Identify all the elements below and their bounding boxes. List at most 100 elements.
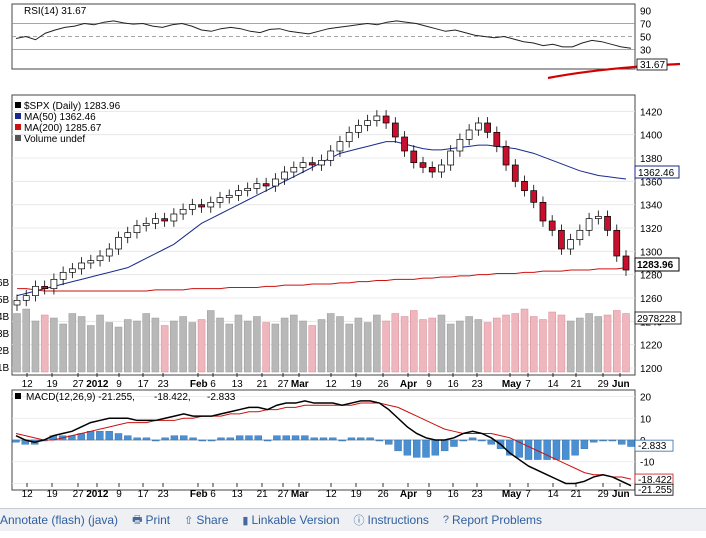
bookmark-icon: ▮	[242, 514, 249, 527]
volume-bar	[179, 316, 187, 373]
volume-bar	[511, 313, 520, 373]
candle-body	[493, 131, 501, 147]
price-tick-label: 1360	[640, 177, 663, 188]
candle-body	[281, 171, 288, 180]
macd-histogram-bar	[291, 435, 300, 441]
volume-bar	[271, 323, 280, 373]
macd-histogram-bar	[590, 439, 598, 443]
candle-body	[465, 129, 473, 140]
x-tick-label: 9	[116, 489, 122, 500]
volume-bar	[585, 313, 593, 373]
macd-histogram-bar	[580, 439, 589, 449]
macd-histogram-bar	[347, 437, 356, 441]
rsi-panel: 9070503010 RSI(14) 31.67 31.67	[11, 3, 681, 80]
candle-body	[216, 197, 224, 203]
volume-bar	[188, 322, 197, 373]
candle-body	[22, 295, 30, 301]
volume-tick-label: 5B	[0, 295, 10, 306]
rsi-line	[15, 20, 632, 49]
macd-histogram-bar	[450, 439, 458, 447]
candle-body	[327, 150, 335, 161]
volume-tick-label: 3B	[0, 329, 10, 340]
macd-histogram-bar	[440, 439, 449, 452]
volume-bar	[446, 323, 455, 373]
print-link[interactable]: 🖶 Print	[132, 511, 170, 530]
macd-histogram-bar	[506, 439, 514, 456]
volume-bar	[465, 316, 473, 373]
candle-body	[502, 145, 510, 166]
volume-tag-label: 2978228	[637, 314, 676, 325]
x-tick-label: 21	[571, 489, 583, 500]
x-tick-label: 27	[278, 489, 290, 500]
legend-label: Volume undef	[24, 134, 85, 145]
x-tick-label: 21	[257, 379, 269, 390]
candle-body	[13, 299, 21, 306]
candle-body	[456, 138, 464, 152]
macd-histogram-bar	[394, 439, 402, 452]
candle-body	[364, 120, 371, 126]
macd-histogram-bar	[245, 435, 253, 441]
x-tick-label: Feb	[190, 489, 208, 500]
volume-bar	[77, 316, 86, 373]
candle-body	[253, 183, 261, 189]
volume-bar	[299, 320, 307, 373]
macd-histogram-bar	[254, 435, 262, 441]
linkable-version-link[interactable]: ▮ Linkable Version	[242, 513, 340, 527]
volume-bar	[31, 320, 40, 373]
volume-bar	[133, 320, 141, 373]
volume-bar	[373, 314, 381, 373]
price-tag	[634, 257, 680, 272]
report-problems-link[interactable]: ? Report Problems	[442, 513, 543, 527]
candle-body	[142, 222, 150, 227]
candle-body	[105, 248, 113, 257]
x-tick-label: Jun	[612, 489, 630, 500]
candle-body	[87, 260, 95, 264]
share-link[interactable]: ⇧ Share	[184, 513, 229, 527]
candle-body	[41, 285, 49, 290]
x-tick-label: 14	[548, 489, 560, 500]
volume-bar	[502, 314, 510, 373]
volume-bar	[613, 310, 621, 373]
candle-body	[225, 194, 233, 199]
volume-tick-label: 6B	[0, 278, 10, 289]
x-tick-label: 19	[351, 489, 363, 500]
volume-bar	[207, 310, 215, 373]
candle-body	[188, 204, 196, 210]
instructions-link[interactable]: ⓘ Instructions	[353, 513, 429, 527]
help-icon: ?	[442, 514, 449, 526]
price-tick-label: 1280	[640, 271, 663, 282]
candle-body	[170, 213, 178, 222]
macd-histogram-bar	[403, 439, 412, 456]
annotate-link[interactable]: Annotate (flash) (java)	[0, 513, 119, 527]
candle-body	[244, 187, 252, 192]
volume-bar	[280, 317, 289, 373]
price-tick-label: 1420	[640, 107, 663, 118]
volume-bar	[308, 325, 317, 373]
macd-histogram-bar	[366, 437, 374, 441]
volume-bar	[160, 325, 169, 373]
candle-body	[419, 162, 427, 168]
volume-bar	[142, 313, 150, 373]
price-tick-label: 1300	[640, 247, 663, 258]
candle-body	[391, 122, 399, 138]
macd-signal-value: -18.422,	[154, 392, 191, 403]
volume-bar	[382, 320, 390, 373]
macd-histogram-bar	[422, 439, 430, 458]
legend-label: $SPX (Daily) 1283.96	[24, 101, 121, 112]
macd-histogram-bar	[207, 439, 216, 442]
macd-histogram-bar	[524, 439, 533, 460]
x-tick-label: 12	[326, 379, 338, 390]
candle-body	[32, 285, 39, 297]
volume-bar	[87, 325, 95, 373]
candle-body	[262, 183, 270, 187]
macd-histogram-bar	[329, 437, 337, 441]
candle-body	[78, 262, 85, 270]
volume-bar	[557, 314, 566, 373]
volume-bar	[576, 317, 584, 373]
volume-bar	[317, 319, 326, 373]
macd-histogram-bar	[152, 439, 160, 442]
macd-histogram-bar	[487, 439, 495, 445]
macd-legend-swatch	[15, 393, 21, 399]
x-tick-label: 29	[598, 489, 610, 500]
volume-bar	[114, 326, 123, 373]
